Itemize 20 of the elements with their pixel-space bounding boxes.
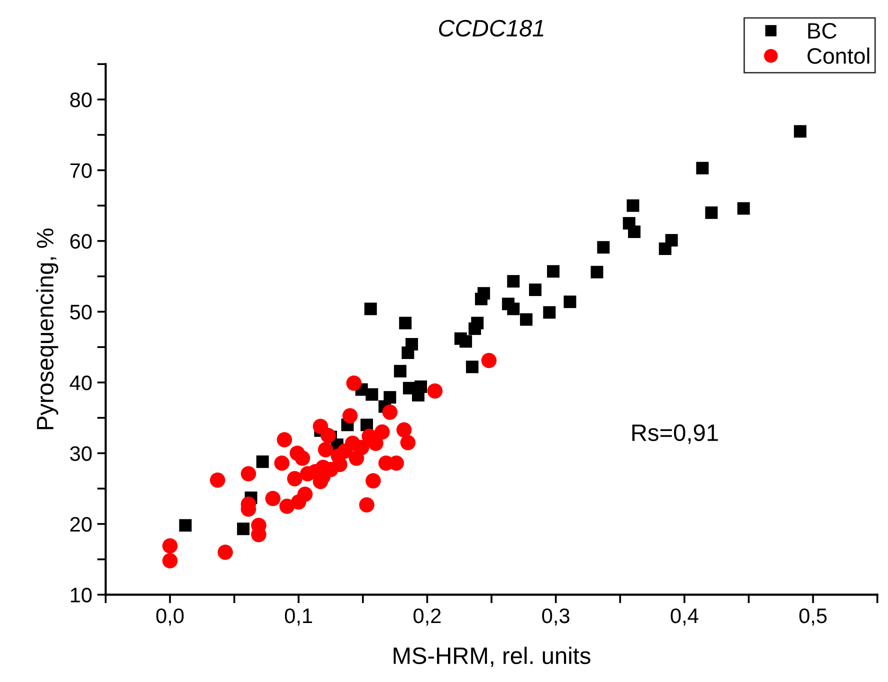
x-tick-label: 0,0 <box>156 608 184 626</box>
y-tick-label: 20 <box>70 516 92 532</box>
y-tick-label: 50 <box>70 304 92 320</box>
x-tick-label: 0,5 <box>799 608 827 626</box>
y-tick-label: 40 <box>70 375 92 390</box>
chart-title: CCDC181 <box>439 20 544 37</box>
x-tick-label: 0,4 <box>670 608 698 626</box>
y-axis-title: Pyrosequencing, % <box>36 228 58 430</box>
x-axis-title: MS-HRM, rel. units <box>394 646 590 667</box>
x-tick-label: 0,1 <box>284 608 312 626</box>
x-tick-label: 0,3 <box>542 608 570 626</box>
y-tick-label: 10 <box>70 588 92 602</box>
y-tick-label: 70 <box>70 163 92 178</box>
legend-label: BC <box>808 22 836 39</box>
legend-label: Contol <box>808 48 870 64</box>
x-tick-label: 0,2 <box>414 608 441 626</box>
y-tick-label: 30 <box>70 446 92 461</box>
annotation: Rs=0,91 <box>632 424 718 444</box>
y-tick-label: 60 <box>70 234 92 249</box>
y-tick-label: 80 <box>70 92 92 108</box>
